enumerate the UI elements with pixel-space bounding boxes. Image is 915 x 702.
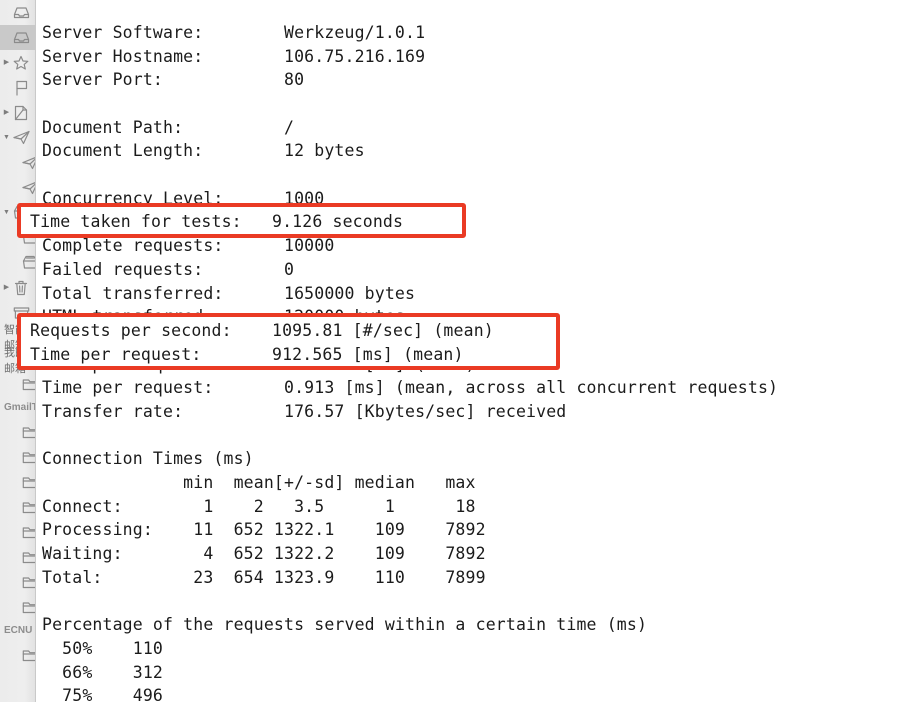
highlight-time-taken-text: Time taken for tests: 9.126 seconds (30, 212, 404, 231)
folder-icon (20, 497, 35, 517)
terminal-line: Total transferred: 1650000 bytes (42, 283, 416, 303)
terminal-line: Failed requests: 0 (42, 259, 295, 279)
sidebar-item-gmail-folder-2[interactable] (0, 444, 35, 469)
folder-icon (20, 447, 35, 467)
paper-plane-icon (20, 153, 35, 173)
flag-icon (11, 78, 31, 98)
disclosure-triangle-icon[interactable]: ▶ (3, 59, 10, 66)
sidebar-item-sent-sub-2[interactable] (0, 175, 35, 200)
folder-icon (20, 597, 35, 617)
sidebar-item-gmail-folder-8[interactable] (0, 594, 35, 619)
draft-page-icon (11, 103, 31, 123)
disclosure-triangle-icon[interactable]: ▶ (3, 284, 10, 291)
sidebar-item-drafts[interactable]: ▶ (0, 100, 35, 125)
sidebar-item-sent-sub-1[interactable] (0, 150, 35, 175)
sidebar-item-gmail-folder-3[interactable] (0, 469, 35, 494)
paper-plane-icon (20, 178, 35, 198)
sidebar-item-inbox-selected[interactable] (0, 25, 35, 50)
terminal-line: Server Hostname: 106.75.216.169 (42, 46, 426, 66)
trash-icon (11, 278, 31, 298)
inbox-tray-icon (11, 28, 31, 48)
folder-icon (20, 645, 35, 665)
highlight-throughput: Requests per second: 1095.81 [#/sec] (me… (17, 313, 560, 370)
terminal-line: Complete requests: 10000 (42, 236, 335, 256)
terminal-line: Percentage of the requests served within… (42, 615, 648, 635)
folder-icon (20, 472, 35, 492)
terminal-line: Transfer rate: 176.57 [Kbytes/sec] recei… (42, 402, 567, 421)
sidebar-item-flagged[interactable] (0, 75, 35, 100)
terminal-line (42, 424, 778, 448)
terminal-line: 75% 496 (42, 686, 164, 702)
sidebar-item-sent[interactable]: ▼ (0, 125, 35, 150)
disclosure-triangle-icon[interactable]: ▶ (3, 109, 10, 116)
star-icon (11, 53, 31, 73)
terminal-line: Document Length: 12 bytes (42, 141, 365, 161)
sidebar-item-gmail-folder-5[interactable] (0, 519, 35, 544)
terminal-line: Time per request: 0.913 [ms] (mean, acro… (42, 378, 779, 398)
sidebar-item-trash[interactable]: ▶ (0, 275, 35, 300)
highlight-time-per-request-text: Time per request: 912.565 [ms] (mean) (30, 344, 464, 364)
sidebar-item-inbox[interactable] (0, 0, 35, 25)
highlight-time-taken: Time taken for tests: 9.126 seconds (17, 203, 466, 238)
sidebar-item-ecnu-folder-1[interactable] (0, 642, 35, 667)
terminal-line (42, 590, 778, 614)
highlight-throughput-text: Requests per second: 1095.81 [#/sec] (me… (30, 319, 494, 366)
paper-plane-icon (11, 128, 31, 148)
terminal-line: Connect: 1 2 3.5 1 18 (42, 496, 476, 516)
sidebar-section-label: ECNU (4, 625, 33, 636)
sidebar-item-junk-sub-2[interactable] (0, 250, 35, 275)
folder-icon (20, 374, 35, 394)
ecnu-account-header: ECNU (0, 619, 35, 642)
sidebar-section-label: GmailT (4, 402, 35, 413)
terminal-line: min mean[+/-sd] median max (42, 473, 476, 493)
terminal-line: Processing: 11 652 1322.1 109 7892 (42, 520, 486, 540)
sidebar-item-gmail-folder-7[interactable] (0, 569, 35, 594)
sidebar-item-gmail-folder-1[interactable] (0, 419, 35, 444)
terminal-line (42, 163, 778, 187)
disclosure-triangle-icon[interactable]: ▼ (3, 134, 10, 141)
terminal-line: Total: 23 654 1323.9 110 7899 (42, 567, 486, 587)
terminal-line (42, 92, 778, 116)
sidebar-item-gmail-folder-4[interactable] (0, 494, 35, 519)
terminal-line: 50% 110 (42, 638, 164, 658)
gmail-account-header: GmailT (0, 396, 35, 419)
inbox-tray-icon (11, 3, 31, 23)
junk-bin-icon (20, 253, 35, 273)
disclosure-triangle-icon[interactable]: ▼ (3, 209, 10, 216)
terminal-line: Document Path: / (42, 117, 295, 137)
terminal-line: 66% 312 (42, 662, 164, 682)
folder-icon (20, 547, 35, 567)
folder-icon (20, 422, 35, 442)
terminal-line: Server Port: 80 (42, 70, 305, 90)
folder-icon (20, 522, 35, 542)
sidebar-item-starred[interactable]: ▶ (0, 50, 35, 75)
terminal-line: Connection Times (ms) (42, 449, 254, 469)
terminal-line: Waiting: 4 652 1322.2 109 7892 (42, 544, 486, 564)
sidebar-item-gmail-folder-6[interactable] (0, 544, 35, 569)
highlight-requests-per-second-text: Requests per second: 1095.81 [#/sec] (me… (30, 321, 494, 340)
terminal-line: Server Software: Werkzeug/1.0.1 (42, 23, 426, 42)
sidebar-item-my-folder-1[interactable] (0, 371, 35, 396)
folder-icon (20, 572, 35, 592)
